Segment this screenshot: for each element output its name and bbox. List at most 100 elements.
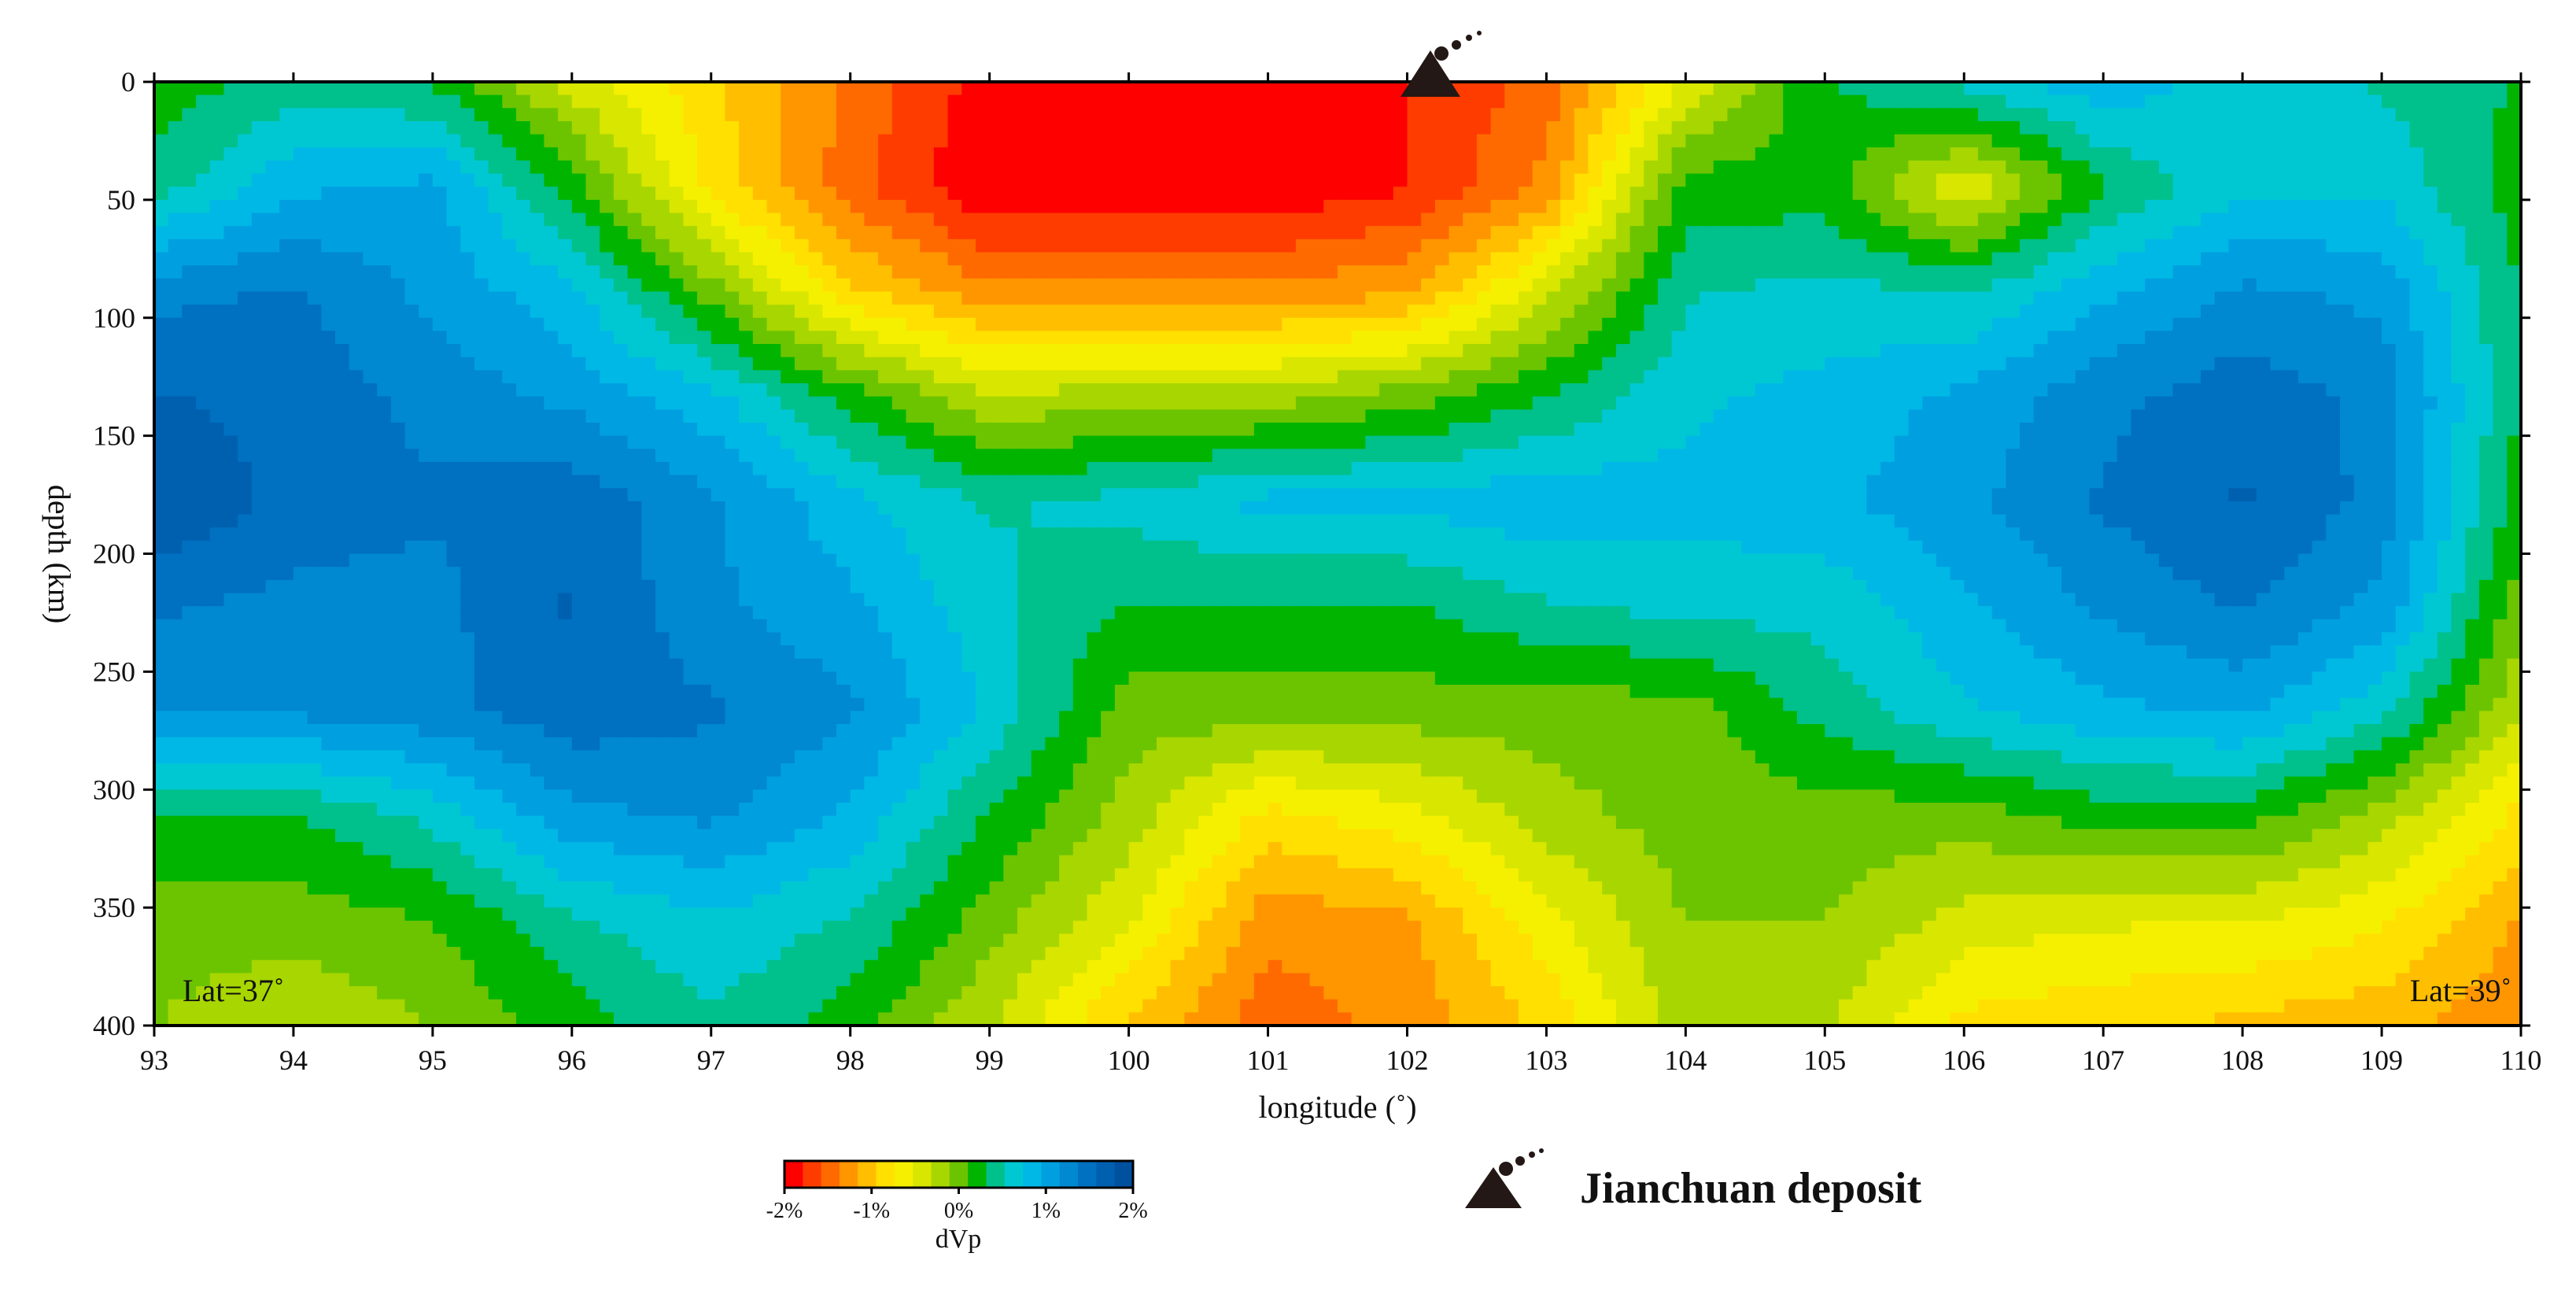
heatmap-cell <box>989 383 1005 397</box>
heatmap-cell <box>1338 94 1353 109</box>
heatmap-cell <box>321 331 336 345</box>
heatmap-cell <box>794 278 810 293</box>
heatmap-cell <box>947 344 963 358</box>
heatmap-cell <box>2201 147 2216 161</box>
heatmap-cell <box>2103 187 2118 201</box>
heatmap-cell <box>1309 213 1325 227</box>
heatmap-cell <box>1114 344 1130 358</box>
heatmap-cell <box>1950 265 1965 279</box>
heatmap-cell <box>697 160 712 175</box>
heatmap-cell <box>1588 187 1604 201</box>
heatmap-cell <box>1783 187 1798 201</box>
heatmap-cell <box>1184 120 1199 135</box>
heatmap-cell <box>307 226 323 240</box>
heatmap-cell <box>502 396 517 411</box>
heatmap-cell <box>307 173 323 188</box>
heatmap-cell <box>279 409 294 423</box>
heatmap-cell <box>1588 108 1604 122</box>
heatmap-cell <box>2172 187 2188 201</box>
heatmap-cell <box>238 147 253 161</box>
heatmap-cell <box>168 370 183 384</box>
heatmap-cell <box>1309 238 1325 253</box>
heatmap-cell <box>293 278 308 293</box>
heatmap-cell <box>1727 199 1743 214</box>
heatmap-cell <box>725 422 740 437</box>
heatmap-cell <box>1991 265 2007 279</box>
heatmap-cell <box>251 305 267 319</box>
heatmap-cell <box>2228 278 2244 293</box>
heatmap-cell <box>1407 370 1423 384</box>
heatmap-cell <box>2465 370 2480 384</box>
heatmap-cell <box>891 396 907 411</box>
heatmap-cell <box>474 238 489 253</box>
heatmap-cell <box>2284 226 2299 240</box>
heatmap-cell <box>1825 187 1840 201</box>
heatmap-cell <box>641 344 656 358</box>
heatmap-cell <box>2493 187 2508 201</box>
heatmap-cell <box>2089 305 2105 319</box>
heatmap-cell <box>1991 331 2007 345</box>
heatmap-cell <box>933 435 949 450</box>
heatmap-cell <box>1351 238 1367 253</box>
heatmap-cell <box>1671 238 1687 253</box>
heatmap-cell <box>1546 409 1561 423</box>
heatmap-cell <box>1894 370 1910 384</box>
heatmap-cell <box>836 226 851 240</box>
heatmap-cell <box>2493 147 2508 161</box>
heatmap-cell <box>2145 160 2160 175</box>
heatmap-cell <box>2326 409 2341 423</box>
heatmap-cell <box>390 370 406 384</box>
heatmap-cell <box>1226 278 1242 293</box>
heatmap-cell <box>933 383 949 397</box>
heatmap-cell <box>822 187 837 201</box>
heatmap-cell <box>975 370 991 384</box>
heatmap-cell <box>947 94 963 109</box>
heatmap-cell <box>1574 344 1589 358</box>
heatmap-cell <box>850 357 865 371</box>
heatmap-cell <box>1629 305 1645 319</box>
heatmap-cell <box>1588 120 1604 135</box>
heatmap-cell <box>1407 435 1423 450</box>
heatmap-cell <box>2353 226 2369 240</box>
heatmap-cell <box>2256 317 2272 332</box>
heatmap-cell <box>1671 409 1687 423</box>
heatmap-cell <box>1338 199 1353 214</box>
heatmap-cell <box>933 226 949 240</box>
heatmap-cell <box>335 82 350 96</box>
heatmap-cell <box>1045 383 1061 397</box>
heatmap-cell <box>1519 291 1533 305</box>
heatmap-cell <box>1156 187 1172 201</box>
heatmap-cell <box>961 265 976 279</box>
heatmap-cell <box>1059 305 1074 319</box>
heatmap-cell <box>850 134 865 149</box>
heatmap-cell <box>1476 331 1492 345</box>
heatmap-cell <box>432 173 448 188</box>
heatmap-cell <box>836 461 851 476</box>
heatmap-cell <box>1253 238 1269 253</box>
heatmap-cell <box>1128 409 1144 423</box>
heatmap-cell <box>627 383 643 397</box>
heatmap-cell <box>516 435 531 450</box>
heatmap-cell <box>2033 187 2049 201</box>
heatmap-cell <box>2006 396 2021 411</box>
heatmap-cell <box>404 278 420 293</box>
heatmap-cell <box>2256 199 2272 214</box>
heatmap-cell <box>1198 357 1213 371</box>
heatmap-cell <box>2158 357 2174 371</box>
heatmap-cell <box>1866 120 1881 135</box>
heatmap-cell <box>2507 134 2521 149</box>
heatmap-cell <box>1212 226 1227 240</box>
heatmap-cell <box>1880 160 1895 175</box>
heatmap-cell <box>2437 160 2452 175</box>
heatmap-cell <box>1309 317 1325 332</box>
heatmap-cell <box>2047 317 2062 332</box>
heatmap-cell <box>209 305 225 319</box>
heatmap-cell <box>1950 82 1965 96</box>
heatmap-cell <box>1629 291 1645 305</box>
heatmap-cell <box>1045 265 1061 279</box>
heatmap-cell <box>223 108 239 122</box>
heatmap-cell <box>1072 305 1088 319</box>
heatmap-cell <box>1128 422 1144 437</box>
heatmap-cell <box>2117 383 2132 397</box>
heatmap-cell <box>1490 199 1506 214</box>
